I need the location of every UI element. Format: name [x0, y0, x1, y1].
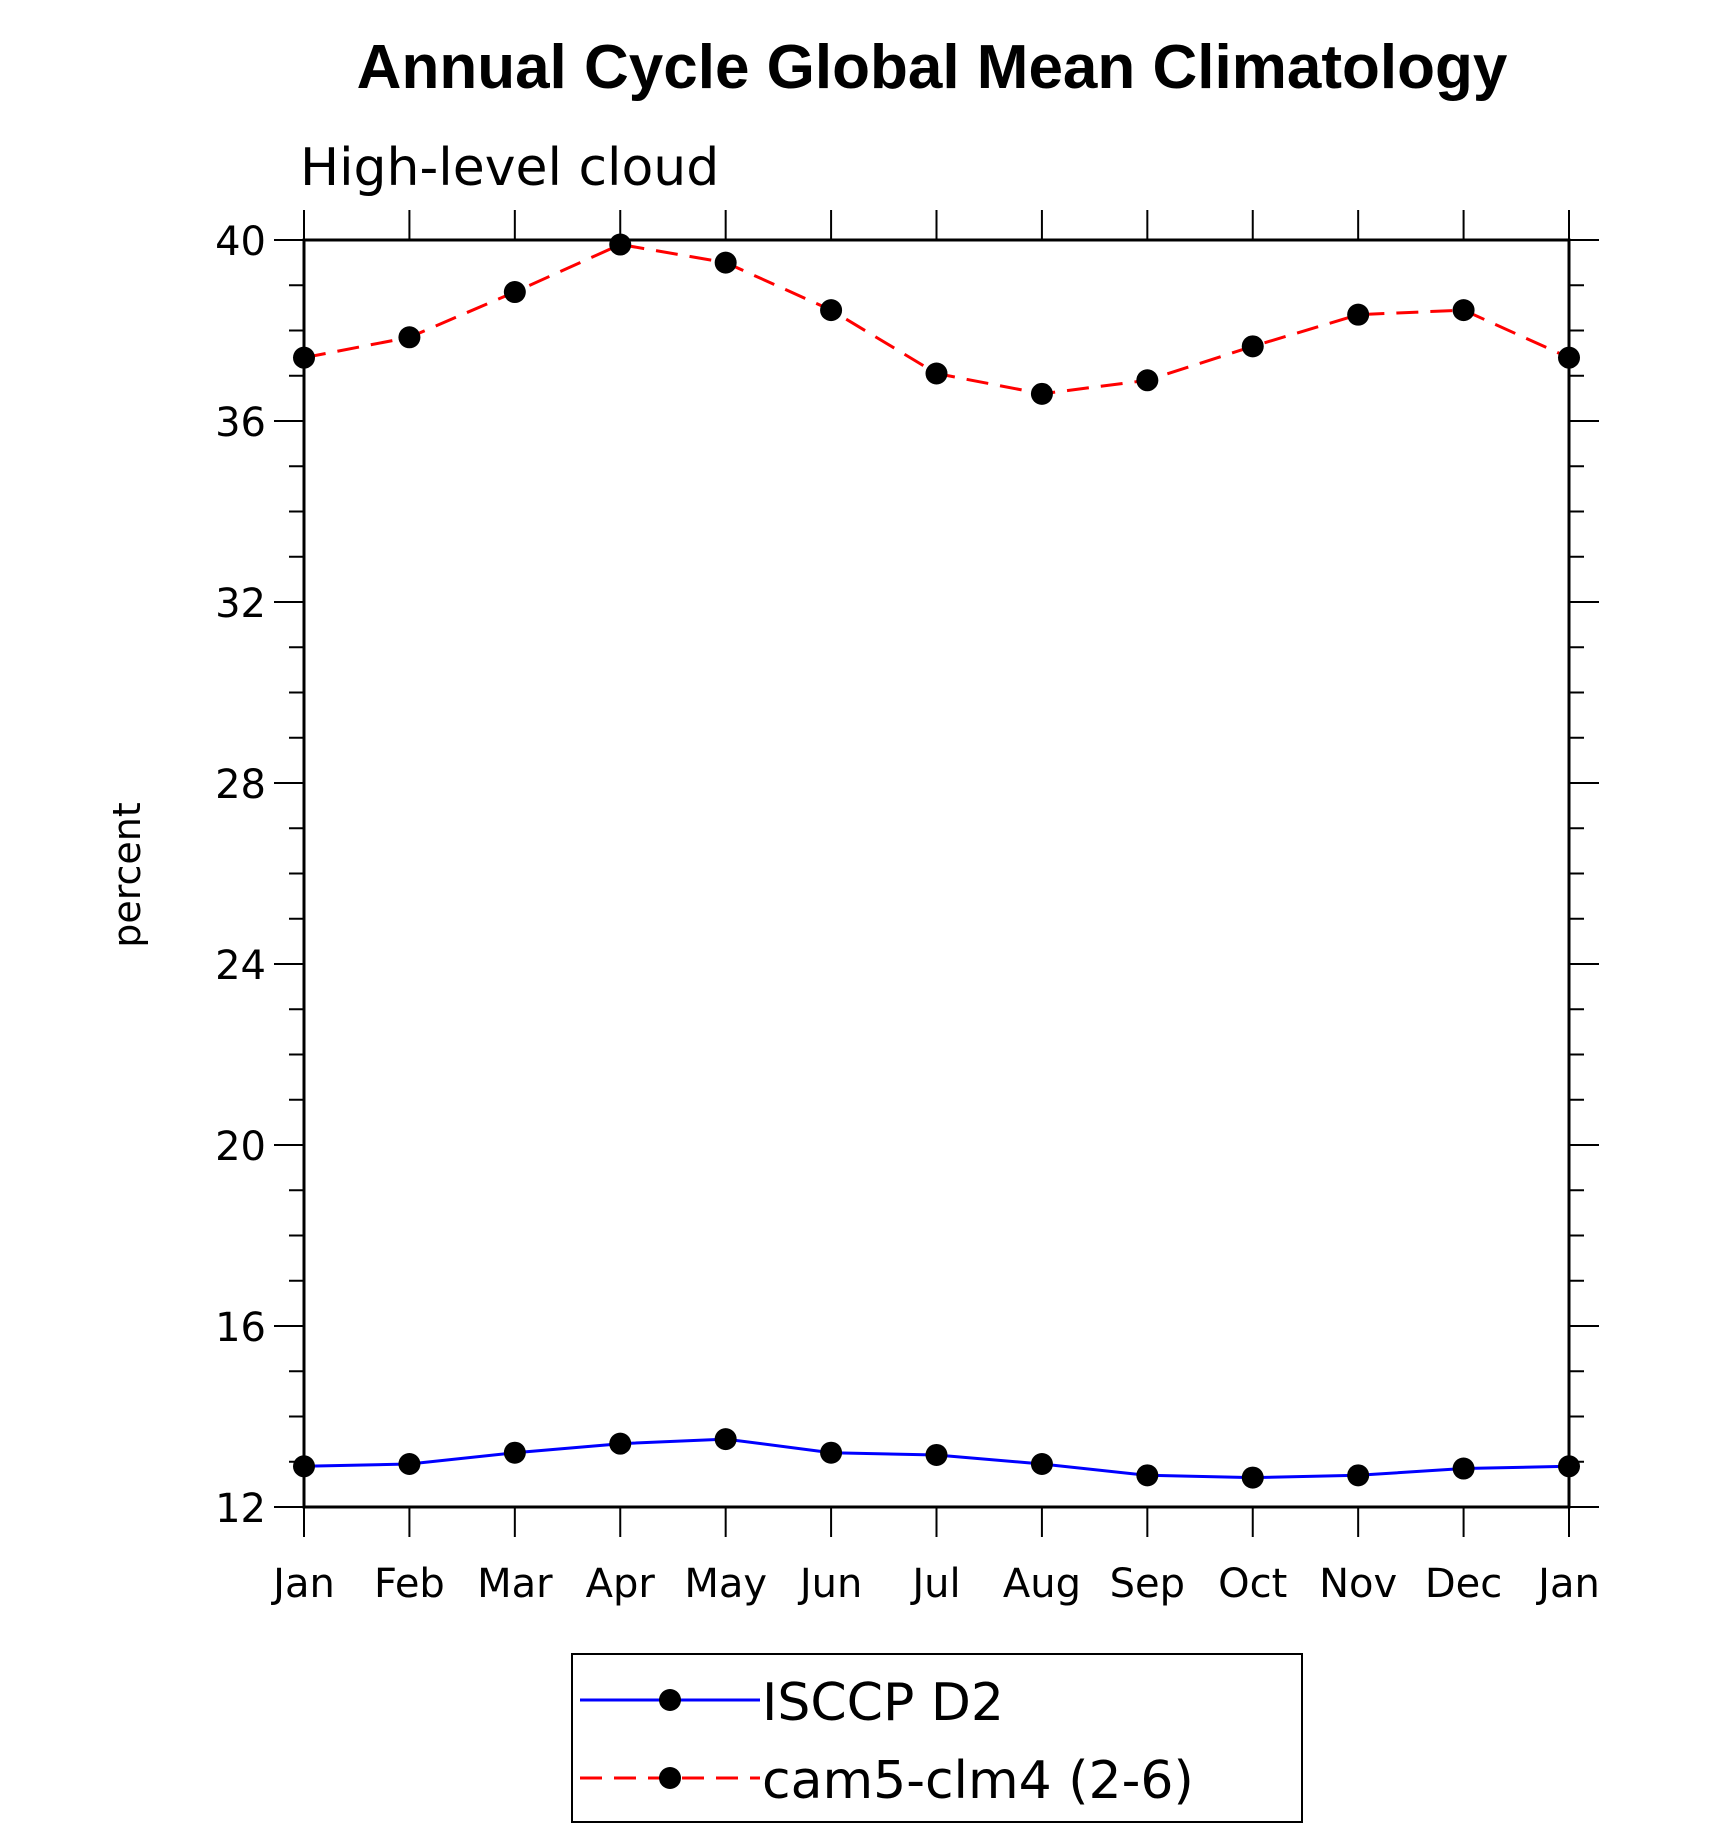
y-tick-label: 28: [215, 762, 266, 808]
legend-label-cam5: cam5-clm4 (2-6): [762, 1751, 1194, 1811]
series-1-point: [820, 299, 843, 322]
x-tick-label: Feb: [374, 1561, 445, 1607]
series-1-point: [609, 233, 632, 256]
y-tick-label: 16: [215, 1305, 266, 1351]
x-tick-label: Oct: [1218, 1561, 1287, 1607]
series-0-point: [1136, 1464, 1159, 1487]
series-0-point: [1452, 1457, 1475, 1480]
y-tick-label: 32: [215, 581, 266, 627]
series-0-point: [293, 1455, 315, 1478]
series-layer: [293, 233, 1580, 1489]
y-tick-label: 12: [215, 1486, 266, 1532]
x-tick-label: Aug: [1003, 1561, 1081, 1607]
legend-marker-isccp: [659, 1689, 681, 1711]
series-1-point: [398, 326, 421, 349]
series-1-point: [1347, 303, 1370, 326]
y-tick-label: 36: [215, 400, 266, 446]
series-1-point: [714, 251, 737, 274]
series-0-point: [609, 1432, 632, 1455]
series-0-point: [925, 1443, 948, 1466]
x-tick-label: May: [684, 1561, 767, 1607]
minor-ticks: [289, 284, 1584, 1463]
series-0-point: [820, 1441, 843, 1464]
series-0-point: [1347, 1464, 1370, 1487]
legend-marker-cam5: [659, 1767, 681, 1789]
series-1-point: [925, 362, 948, 385]
legend-box: [571, 1653, 1303, 1823]
x-tick-labels: Jan Feb Mar Apr May Jun Jul Aug Sep Oct Nov Dec Jan: [270, 1561, 1600, 1607]
series-0-point: [1030, 1453, 1053, 1476]
x-tick-label: Nov: [1319, 1561, 1397, 1607]
x-tick-label: Jan: [270, 1561, 335, 1607]
x-tick-label: Apr: [586, 1561, 656, 1607]
y-tick-label: 40: [215, 219, 266, 265]
series-1-point: [293, 346, 315, 369]
y-tick-label: 20: [215, 1124, 266, 1170]
chart-subtitle: High-level cloud: [300, 138, 719, 198]
x-tick-label: Jan: [1535, 1561, 1600, 1607]
y-tick-label: 24: [215, 943, 266, 989]
x-tick-label: Jun: [797, 1561, 863, 1607]
series-1-point: [1136, 369, 1159, 392]
series-0-point: [503, 1441, 526, 1464]
major-ticks: [274, 210, 1599, 1537]
legend-label-isccp: ISCCP D2: [762, 1673, 1004, 1733]
series-1-point: [503, 281, 526, 304]
series-0-point: [714, 1428, 737, 1451]
series-1-point: [1030, 382, 1053, 405]
chart-title: Annual Cycle Global Mean Climatology: [357, 33, 1508, 102]
plot-frame: [302, 238, 1571, 1509]
x-tick-label: Dec: [1425, 1561, 1502, 1607]
series-1-point: [1558, 346, 1580, 369]
series-0-point: [1558, 1455, 1580, 1478]
x-tick-label: Mar: [477, 1561, 553, 1607]
y-axis-label: percent: [105, 802, 149, 948]
y-tick-labels: 12 16 20 24 28 32 36 40: [215, 219, 266, 1532]
x-tick-label: Sep: [1110, 1561, 1185, 1607]
x-tick-label: Jul: [909, 1561, 960, 1607]
legend: ISCCP D2 cam5-clm4 (2-6): [571, 1653, 1303, 1823]
series-0-point: [398, 1453, 421, 1476]
series-1-point: [1452, 299, 1475, 322]
series-0-point: [1241, 1466, 1264, 1489]
series-1-point: [1241, 335, 1264, 358]
